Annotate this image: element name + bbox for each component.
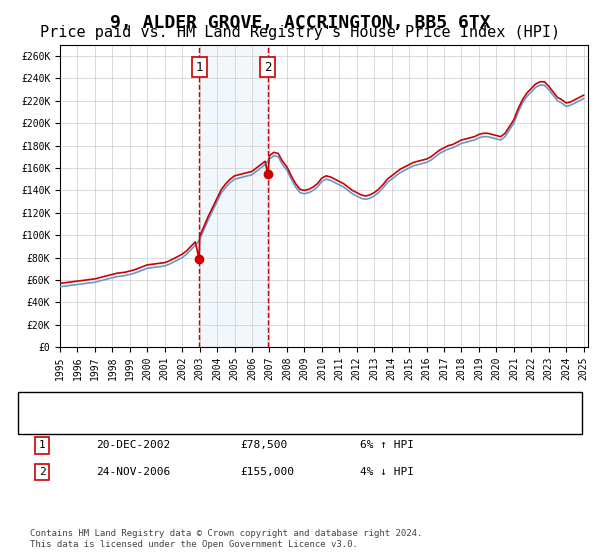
Text: 4% ↓ HPI: 4% ↓ HPI	[360, 467, 414, 477]
Text: ————: ————	[42, 395, 72, 409]
Text: 6% ↑ HPI: 6% ↑ HPI	[360, 440, 414, 450]
Text: 24-NOV-2006: 24-NOV-2006	[96, 467, 170, 477]
Text: 1: 1	[196, 60, 203, 74]
Text: Contains HM Land Registry data © Crown copyright and database right 2024.
This d: Contains HM Land Registry data © Crown c…	[30, 529, 422, 549]
Bar	[199, 45, 268, 347]
Text: 9, ALDER GROVE, ACCRINGTON, BB5 6TX (detached house): 9, ALDER GROVE, ACCRINGTON, BB5 6TX (det…	[84, 397, 409, 407]
Text: 20-DEC-2002: 20-DEC-2002	[96, 440, 170, 450]
Text: ————: ————	[42, 412, 72, 426]
Text: £78,500: £78,500	[240, 440, 287, 450]
Text: HPI: Average price, detached house, Hyndburn: HPI: Average price, detached house, Hynd…	[84, 414, 359, 424]
Text: Price paid vs. HM Land Registry's House Price Index (HPI): Price paid vs. HM Land Registry's House …	[40, 25, 560, 40]
Text: 2: 2	[38, 467, 46, 477]
Text: £155,000: £155,000	[240, 467, 294, 477]
Text: 1: 1	[38, 440, 46, 450]
Text: 2: 2	[264, 60, 271, 74]
Text: 9, ALDER GROVE, ACCRINGTON, BB5 6TX: 9, ALDER GROVE, ACCRINGTON, BB5 6TX	[110, 14, 490, 32]
